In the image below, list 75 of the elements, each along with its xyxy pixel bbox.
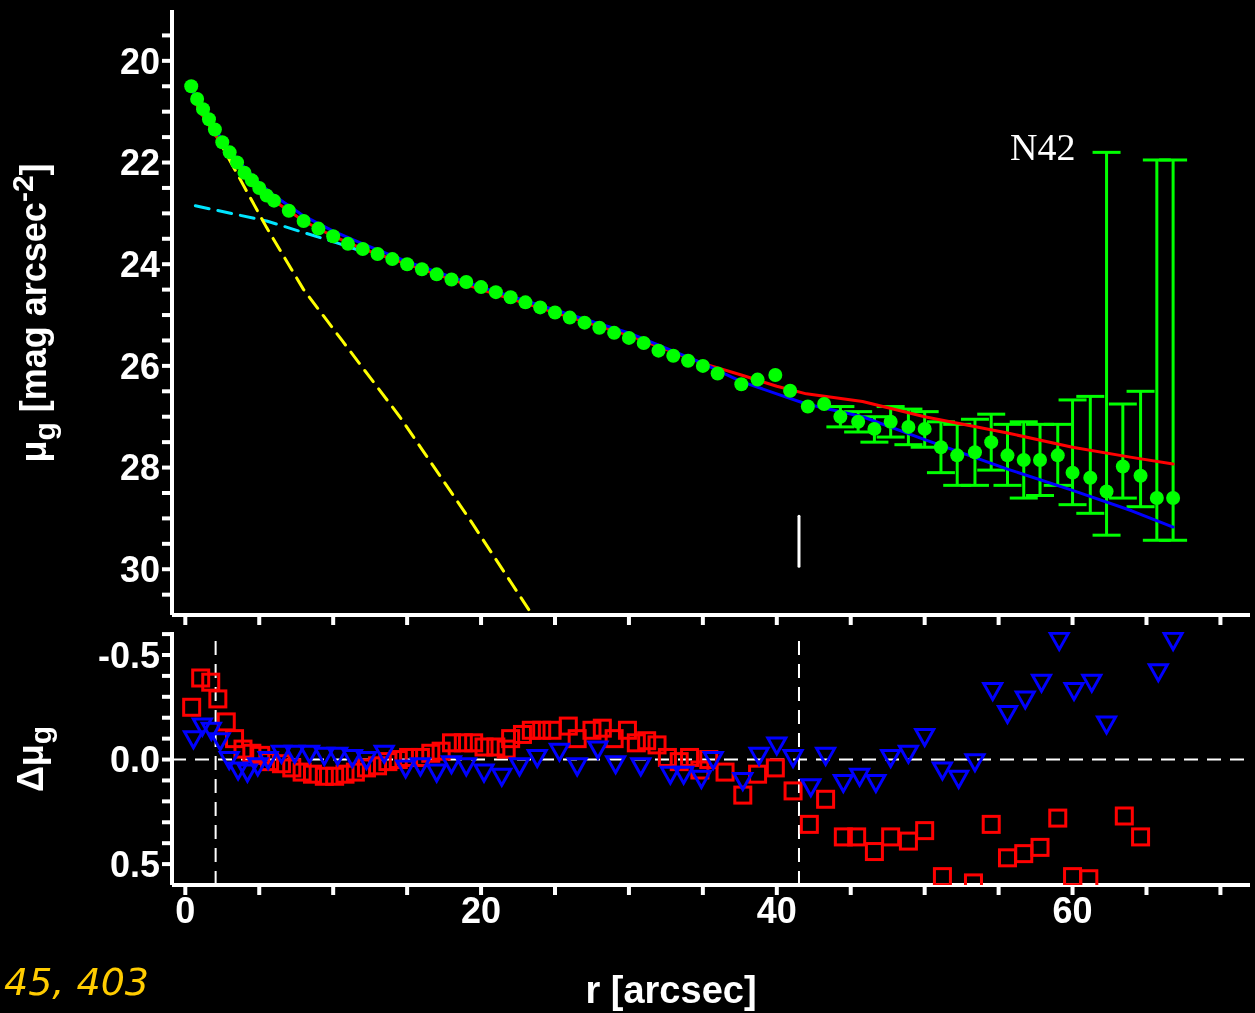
point xyxy=(702,751,724,771)
point xyxy=(996,705,1018,725)
point xyxy=(1063,682,1085,702)
point xyxy=(473,763,495,783)
point xyxy=(815,746,837,766)
point xyxy=(247,757,269,777)
y-tick-label: -0.5 xyxy=(97,634,160,676)
point xyxy=(832,774,854,794)
y-tick-label: 28 xyxy=(119,447,160,489)
point xyxy=(327,746,349,766)
y-tick-label: 30 xyxy=(119,549,160,591)
point xyxy=(1096,715,1118,735)
y-tick-label: 20 xyxy=(119,40,160,82)
point xyxy=(982,682,1004,702)
point xyxy=(313,746,335,766)
point xyxy=(800,778,822,798)
point xyxy=(191,717,213,737)
point xyxy=(270,744,292,764)
x-tick-label: 20 xyxy=(461,889,502,931)
point xyxy=(931,761,953,781)
point xyxy=(1081,673,1103,693)
point xyxy=(209,732,231,752)
point xyxy=(1048,632,1070,651)
point xyxy=(566,757,588,777)
x-tick-label: 0 xyxy=(175,889,196,931)
y-tick-label: 0.0 xyxy=(109,739,160,781)
point xyxy=(849,767,871,787)
point xyxy=(373,744,395,764)
point xyxy=(605,755,627,775)
point xyxy=(766,736,788,756)
point xyxy=(440,755,462,775)
point xyxy=(526,748,548,768)
point xyxy=(897,744,919,764)
point xyxy=(426,763,448,783)
point xyxy=(673,765,695,785)
point xyxy=(732,771,754,791)
point xyxy=(865,774,887,794)
point xyxy=(1031,673,1052,693)
point xyxy=(782,748,804,768)
y-tick-label: 24 xyxy=(119,243,160,285)
x-axis-title: r [arcsec] xyxy=(585,969,757,1011)
point xyxy=(659,765,681,785)
point xyxy=(491,767,513,787)
point xyxy=(409,757,431,777)
point xyxy=(299,744,321,764)
point xyxy=(395,759,417,779)
x-tick-label: 40 xyxy=(756,889,797,931)
point xyxy=(509,757,530,777)
point xyxy=(914,728,936,748)
point xyxy=(355,751,377,771)
point xyxy=(236,763,258,783)
y-tick-label: 26 xyxy=(119,345,160,387)
point xyxy=(964,753,986,773)
point xyxy=(455,757,477,777)
point xyxy=(630,757,652,777)
y-tick-label: 22 xyxy=(119,142,160,184)
point xyxy=(690,769,712,789)
point xyxy=(284,744,306,764)
point xyxy=(1147,663,1169,683)
point xyxy=(341,748,363,768)
point xyxy=(948,769,970,789)
point xyxy=(1014,690,1036,710)
point xyxy=(587,740,609,760)
text: 45, 403 xyxy=(4,960,150,1004)
point xyxy=(182,730,204,750)
x-tick-label: 60 xyxy=(1052,889,1093,931)
point xyxy=(218,751,240,771)
point xyxy=(548,742,570,762)
y-tick-label: 0.5 xyxy=(109,843,160,885)
point xyxy=(1162,632,1184,651)
point xyxy=(748,746,770,766)
point xyxy=(880,748,902,768)
point xyxy=(227,761,249,781)
point xyxy=(200,721,222,741)
annotation: N42 xyxy=(1010,125,1076,169)
